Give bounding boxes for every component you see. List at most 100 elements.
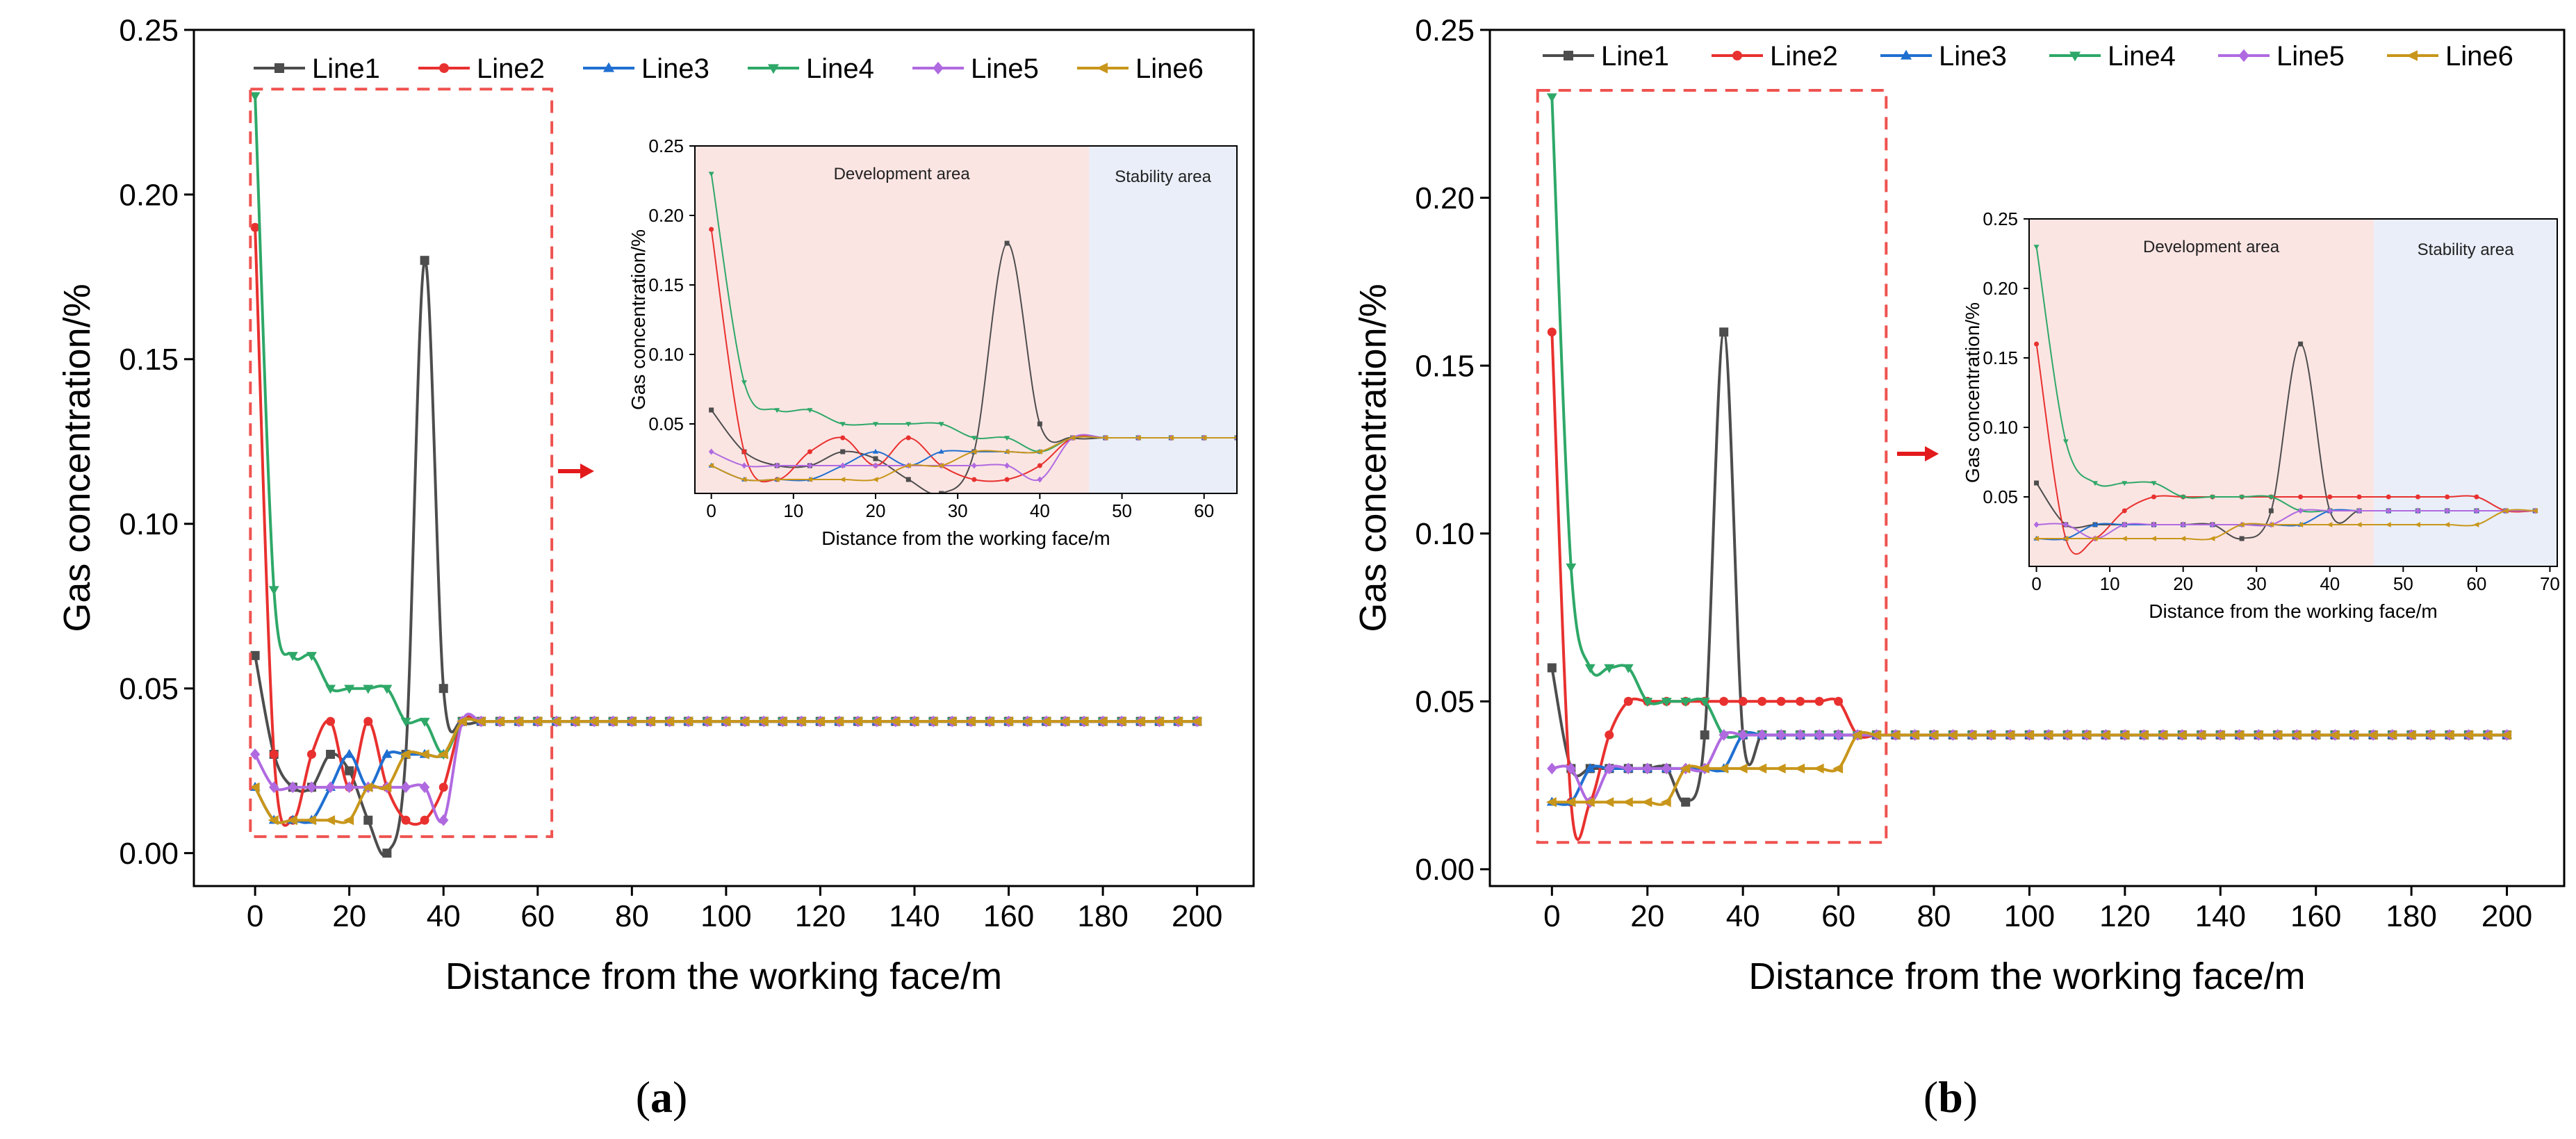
data-point-line6 — [2443, 730, 2454, 740]
y-tick-label: 0.00 — [119, 837, 179, 871]
data-point-line6 — [2425, 730, 2436, 740]
y-axis-label: Gas concentration/% — [1962, 302, 1983, 483]
data-point-line6 — [1153, 716, 1164, 727]
data-point-line2 — [709, 227, 714, 232]
x-tick-label: 60 — [2466, 573, 2486, 594]
data-point-line6 — [2473, 522, 2479, 527]
data-point-line6 — [2348, 730, 2359, 740]
data-point-line6 — [806, 477, 812, 482]
x-tick-label: 120 — [2099, 899, 2150, 933]
data-point-line6 — [971, 449, 977, 454]
data-point-line4 — [363, 685, 374, 694]
data-point-line6 — [1737, 763, 1748, 774]
legend-marker-line1 — [1564, 51, 1573, 60]
legend-marker-line5 — [933, 61, 944, 75]
data-point-line6 — [268, 815, 279, 826]
y-tick-label: 0.25 — [119, 13, 179, 47]
data-point-line5 — [2210, 521, 2215, 528]
zoom-arrow-head-b — [1925, 446, 1939, 461]
data-point-line2 — [2415, 494, 2420, 500]
data-point-line5 — [2180, 521, 2186, 528]
x-tick-label: 0 — [706, 500, 716, 521]
data-point-line6 — [475, 716, 486, 727]
legend-marker-line6 — [1096, 63, 1108, 74]
data-point-line6 — [908, 716, 919, 727]
x-tick-label: 10 — [2100, 573, 2120, 594]
data-point-line6 — [2062, 536, 2069, 541]
stability-area-zone — [1089, 146, 1237, 493]
data-point-line6 — [937, 463, 944, 468]
data-point-line6 — [625, 716, 637, 727]
data-point-line2 — [2122, 508, 2127, 514]
data-point-line3 — [872, 448, 879, 454]
data-point-line2 — [2386, 494, 2391, 500]
data-point-line1 — [326, 749, 336, 759]
data-point-line6 — [2233, 730, 2245, 740]
caption-paren-open: ( — [636, 1072, 650, 1122]
data-point-line5 — [807, 462, 813, 469]
caption-paren-close: ) — [1963, 1072, 1978, 1122]
data-point-line6 — [437, 749, 448, 760]
legend-marker-line4 — [2069, 51, 2081, 62]
x-tick-label: 100 — [700, 899, 751, 933]
data-point-line6 — [2138, 730, 2149, 740]
data-point-line1 — [905, 477, 911, 482]
y-tick-label: 0.15 — [648, 274, 684, 295]
data-point-line6 — [1078, 716, 1089, 727]
x-tick-label: 200 — [2481, 899, 2532, 933]
x-tick-label: 40 — [1726, 899, 1760, 933]
data-point-line6 — [1069, 435, 1076, 441]
data-point-line6 — [1698, 763, 1709, 774]
data-point-line6 — [569, 716, 580, 727]
data-point-line5 — [419, 781, 430, 794]
data-point-line4 — [938, 422, 944, 427]
data-point-line6 — [1172, 716, 1183, 727]
y-tick-label: 0.05 — [1983, 486, 2018, 507]
data-point-line4 — [971, 436, 977, 441]
data-point-line6 — [1775, 763, 1786, 774]
legend-entry-line3: Line3 — [1939, 41, 2007, 72]
x-tick-label: 20 — [2173, 573, 2193, 594]
data-point-line2 — [971, 477, 977, 482]
data-point-line6 — [1201, 435, 1207, 441]
x-tick-label: 30 — [2247, 573, 2267, 594]
data-point-line6 — [1135, 435, 1141, 441]
data-point-line2 — [2327, 494, 2333, 500]
data-point-line5 — [2062, 521, 2069, 528]
data-point-line4 — [2062, 439, 2069, 445]
data-point-line4 — [382, 685, 393, 694]
data-point-line6 — [1040, 716, 1051, 727]
data-point-line6 — [2081, 730, 2092, 740]
x-axis-label: Distance from the working face/m — [2149, 600, 2438, 622]
data-point-line6 — [2501, 730, 2512, 740]
data-point-line6 — [1191, 716, 1202, 727]
data-point-line1 — [2268, 508, 2274, 514]
data-point-line2 — [1547, 327, 1557, 337]
data-point-line6 — [1097, 716, 1108, 727]
data-point-line5 — [325, 781, 336, 794]
data-point-line6 — [708, 463, 714, 468]
data-point-line6 — [741, 477, 747, 482]
data-point-line5 — [873, 462, 878, 469]
data-point-line5 — [1037, 476, 1043, 483]
data-point-line4 — [2151, 481, 2157, 486]
data-point-line1 — [1700, 730, 1709, 740]
data-point-line6 — [2267, 522, 2274, 527]
series-group — [1545, 93, 2513, 842]
data-point-line6 — [1036, 449, 1042, 454]
data-point-line5 — [2033, 521, 2040, 528]
data-point-line6 — [1102, 435, 1108, 441]
y-axis-label: Gas concentration/% — [627, 229, 649, 410]
data-point-line6 — [1871, 730, 1882, 740]
data-point-line6 — [905, 463, 911, 468]
y-tick-label: 0.15 — [1415, 350, 1475, 384]
data-point-line4 — [1699, 698, 1710, 707]
data-point-line6 — [644, 716, 655, 727]
data-point-line6 — [2310, 730, 2321, 740]
data-point-line6 — [2238, 522, 2245, 527]
data-point-line4 — [419, 717, 430, 727]
data-point-line6 — [872, 477, 878, 482]
data-point-line5 — [2386, 507, 2392, 514]
data-point-line6 — [776, 716, 787, 727]
legend-entry-line4: Line4 — [806, 54, 874, 84]
